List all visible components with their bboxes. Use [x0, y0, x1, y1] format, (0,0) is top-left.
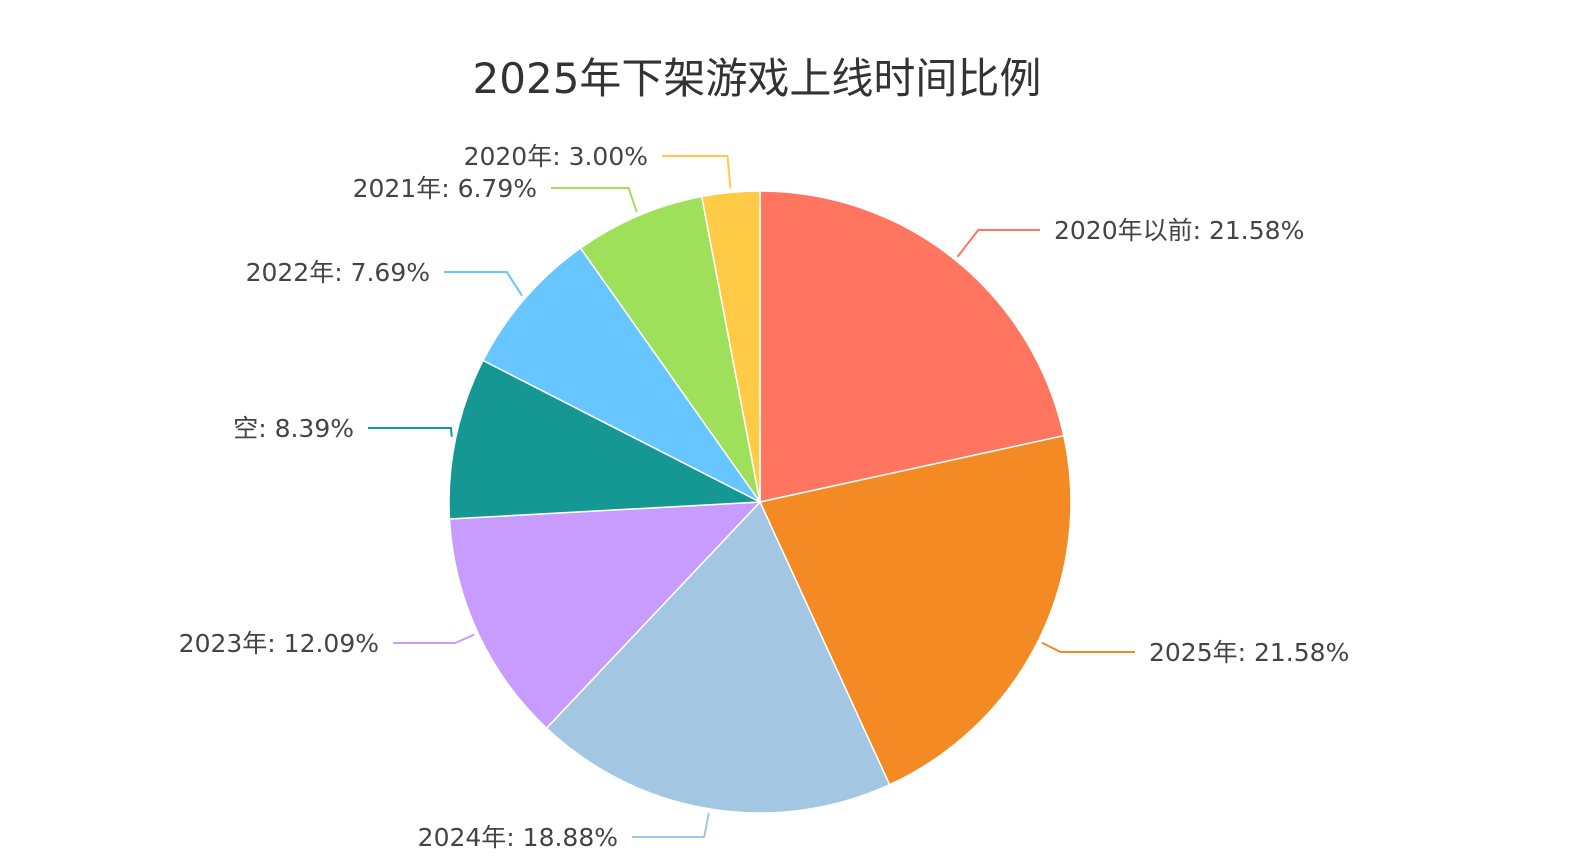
slice-label: 空: 8.39% — [233, 414, 354, 443]
slice-label: 2024年: 18.88% — [418, 823, 618, 852]
slice-label: 2023年: 12.09% — [179, 629, 379, 658]
chart-title: 2025年下架游戏上线时间比例 — [473, 54, 1042, 103]
slice-label: 2022年: 7.69% — [246, 258, 430, 287]
leader-line — [1041, 641, 1135, 653]
pie-slices — [448, 190, 1072, 814]
leader-line — [632, 812, 710, 838]
pie-slice — [545, 500, 891, 814]
pie-slice — [759, 190, 1065, 503]
leader-line — [368, 427, 453, 437]
pie-slice — [758, 434, 1072, 786]
slice-label: 2025年: 21.58% — [1149, 638, 1349, 667]
slice-label: 2021年: 6.79% — [353, 174, 537, 203]
leader-line — [956, 229, 1040, 258]
slice-labels: 2020年以前: 21.58% 2025年: 21.58% 2024年: 18.88… — [179, 142, 1350, 852]
pie-slice — [700, 190, 761, 503]
leader-line — [551, 187, 638, 213]
leader-lines — [368, 155, 1135, 838]
slice-label: 2020年以前: 21.58% — [1054, 216, 1304, 245]
pie-slice — [448, 359, 763, 520]
slice-label: 2020年: 3.00% — [464, 142, 648, 171]
leader-line — [444, 271, 523, 297]
pie-slice — [448, 501, 762, 730]
leader-line — [662, 155, 732, 189]
pie-slice — [482, 246, 761, 503]
leader-line — [393, 633, 475, 644]
pie-slice — [579, 195, 761, 503]
